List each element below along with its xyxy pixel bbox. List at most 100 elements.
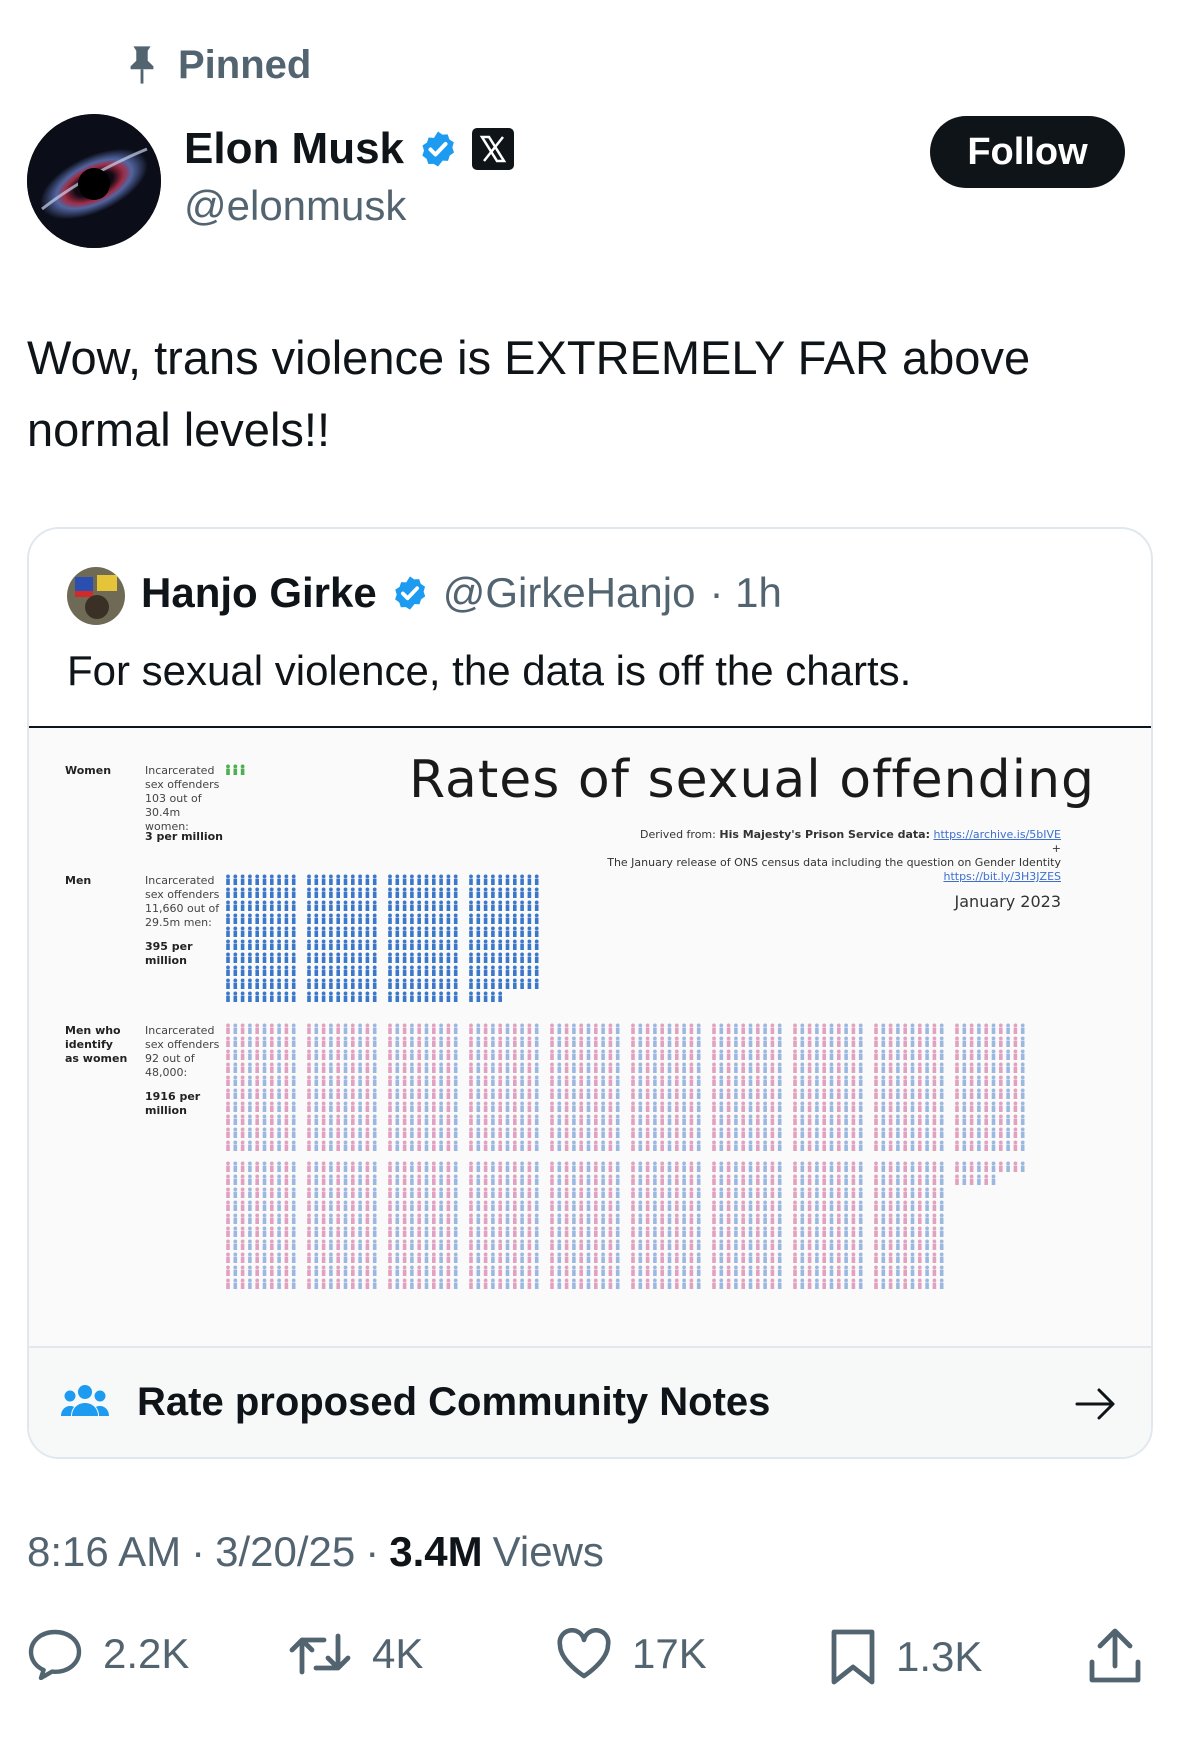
pictogram-figure-trans [800, 1278, 805, 1289]
pictogram-figure-trans [402, 1278, 407, 1289]
pictogram-figure-trans [601, 1226, 605, 1237]
pictogram-figure-trans [631, 1187, 635, 1198]
pictogram-figure-trans [888, 1252, 893, 1263]
pictogram-figure-trans [520, 1049, 524, 1060]
pictogram-figure-trans [822, 1049, 827, 1060]
pictogram-figure-men [291, 991, 296, 1002]
pictogram-figure-trans [350, 1140, 355, 1151]
pictogram-figure-trans [1013, 1023, 1018, 1034]
pictogram-figure-men [534, 913, 539, 924]
pictogram-figure-trans [498, 1252, 503, 1263]
author-handle[interactable]: @elonmusk [184, 182, 407, 229]
pictogram-figure-trans [969, 1174, 974, 1185]
pictogram-figure-trans [527, 1049, 532, 1060]
pictogram-figure-trans [910, 1187, 915, 1198]
group-desc-men: Incarcerated sex offenders 11,660 out of… [145, 874, 220, 929]
pictogram-figure-trans [836, 1127, 841, 1138]
pictogram-figure-men [284, 978, 289, 989]
pictogram-figure-trans [446, 1200, 451, 1211]
source-link[interactable]: https://archive.is/5bIVE [933, 828, 1062, 841]
author-avatar[interactable] [27, 114, 161, 248]
pictogram-figure-trans [793, 1075, 797, 1086]
bookmark-button[interactable]: 1.3K [830, 1628, 982, 1686]
pictogram-figure-men [424, 874, 429, 885]
quote-author-name[interactable]: Hanjo Girke [141, 569, 377, 616]
pictogram-figure-trans [763, 1140, 767, 1151]
pictogram-figure-men [453, 939, 458, 950]
community-notes-bar[interactable]: Rate proposed Community Notes [29, 1346, 1151, 1457]
pictogram-figure-trans [881, 1140, 886, 1151]
quoted-tweet-card[interactable]: Hanjo Girke @GirkeHanjo · 1h For sexual … [27, 527, 1153, 1459]
pictogram-figure-trans [395, 1101, 400, 1112]
pictogram-figure-trans [534, 1101, 539, 1112]
quote-author-handle[interactable]: @GirkeHanjo [442, 569, 696, 616]
infographic-image[interactable]: Rates of sexual offending Derived from: … [29, 726, 1151, 1348]
pictogram-figure-trans [593, 1161, 598, 1172]
pictogram-figure-trans [572, 1239, 576, 1250]
pictogram-figure-trans [388, 1252, 392, 1263]
pictogram-figure-men [372, 874, 377, 885]
follow-button[interactable]: Follow [930, 116, 1125, 188]
views-count[interactable]: 3.4M [389, 1528, 483, 1575]
like-button[interactable]: 17K [556, 1628, 707, 1680]
pictogram-figure-trans [851, 1239, 856, 1250]
reply-button[interactable]: 2.2K [27, 1628, 189, 1680]
tweet-date[interactable]: 3/20/25 [215, 1528, 356, 1575]
pictogram-figure-men [483, 926, 488, 937]
pictogram-figure-men [453, 965, 458, 976]
pictogram-figure-trans [925, 1062, 929, 1073]
pictogram-figure-trans [836, 1049, 841, 1060]
pictogram-figure-trans [534, 1174, 539, 1185]
pictogram-figure-trans [307, 1075, 311, 1086]
pictogram-figure-trans [829, 1114, 834, 1125]
pictogram-figure-men [395, 926, 400, 937]
pictogram-figure-trans [932, 1161, 937, 1172]
pictogram-figure-trans [800, 1187, 805, 1198]
x-logo-icon[interactable] [472, 128, 515, 170]
pictogram-figure-trans [770, 1226, 775, 1237]
verified-badge-icon[interactable] [418, 129, 458, 169]
pictogram-figure-men [498, 965, 503, 976]
pictogram-figure-men [483, 965, 488, 976]
pictogram-figure-trans [674, 1187, 679, 1198]
pictogram-figure-men [358, 952, 362, 963]
pictogram-figure-trans [512, 1187, 517, 1198]
pictogram-figure-trans [372, 1049, 377, 1060]
pictogram-figure-trans [615, 1088, 620, 1099]
pictogram-figure-trans [350, 1213, 355, 1224]
pictogram-figure-men [248, 965, 252, 976]
pictogram-figure-men [248, 874, 252, 885]
pictogram-figure-trans [631, 1278, 635, 1289]
pictogram-figure-trans [601, 1140, 605, 1151]
pictogram-figure-trans [888, 1088, 893, 1099]
pictogram-figure-men [388, 913, 392, 924]
pictogram-figure-trans [262, 1088, 267, 1099]
pictogram-figure-trans [984, 1075, 989, 1086]
pictogram-figure-men [365, 926, 370, 937]
pictogram-figure-trans [314, 1174, 319, 1185]
pictogram-figure-men [233, 913, 238, 924]
pictogram-figure-trans [888, 1075, 893, 1086]
pictogram-figure-trans [269, 1049, 274, 1060]
pictogram-figure-trans [226, 1101, 230, 1112]
pictogram-figure-trans [977, 1140, 981, 1151]
pictogram-figure-trans [579, 1075, 584, 1086]
pictogram-figure-trans [358, 1049, 362, 1060]
pictogram-figure-trans [903, 1036, 908, 1047]
pictogram-figure-trans [653, 1187, 657, 1198]
tweet-time[interactable]: 8:16 AM [27, 1528, 182, 1575]
verified-badge-icon[interactable] [391, 574, 429, 612]
arrow-right-icon[interactable] [1075, 1386, 1117, 1422]
pictogram-figure-men [284, 939, 289, 950]
author-name[interactable]: Elon Musk [184, 124, 405, 173]
share-button[interactable] [1088, 1628, 1142, 1684]
community-notes-label[interactable]: Rate proposed Community Notes [137, 1380, 771, 1424]
quote-author-avatar[interactable] [67, 567, 125, 625]
pictogram-figure-trans [350, 1062, 355, 1073]
pictogram-figure-trans [836, 1140, 841, 1151]
pictogram-figure-trans [431, 1278, 436, 1289]
pictogram-figure-men [388, 965, 392, 976]
repost-button[interactable]: 4K [288, 1628, 423, 1680]
ons-link[interactable]: https://bit.ly/3H3JZES [943, 870, 1061, 883]
pictogram-figure-men [402, 887, 407, 898]
